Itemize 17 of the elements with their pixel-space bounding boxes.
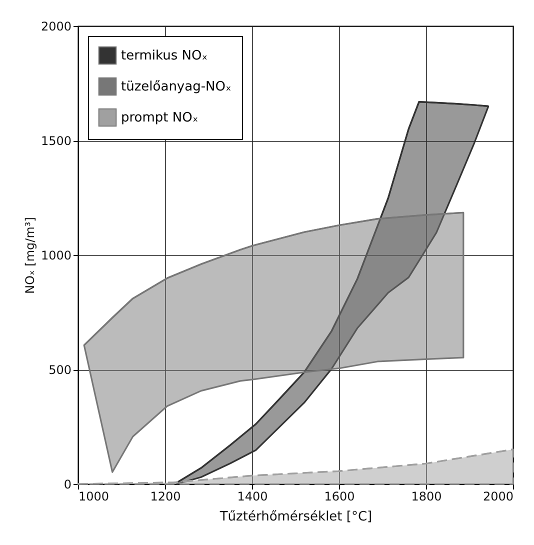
y-tick-label: 1500 bbox=[40, 134, 72, 148]
y-tick-label: 0 bbox=[64, 478, 72, 492]
x-tick-label: 2000 bbox=[482, 490, 514, 504]
legend-label: tüzelőanyag-NOₓ bbox=[121, 80, 232, 94]
legend-label: termikus NOₓ bbox=[121, 48, 208, 64]
x-axis-title: Tűztérhőmérséklet [°C] bbox=[218, 510, 372, 524]
y-tick-label: 1000 bbox=[40, 248, 72, 262]
x-tick-label: 1200 bbox=[150, 490, 181, 504]
x-tick-label: 1800 bbox=[411, 490, 442, 504]
x-tick-label: 1600 bbox=[324, 490, 355, 504]
y-axis-title: NOₓ [mg/m³] bbox=[22, 217, 37, 294]
x-tick-label: 1400 bbox=[237, 490, 268, 504]
y-tick-label: 2000 bbox=[40, 20, 72, 34]
y-tick-label: 500 bbox=[48, 363, 72, 377]
x-tick-label: 1000 bbox=[78, 490, 110, 504]
legend-label: prompt NOₓ bbox=[121, 110, 198, 126]
line-series bbox=[83, 212, 464, 346]
